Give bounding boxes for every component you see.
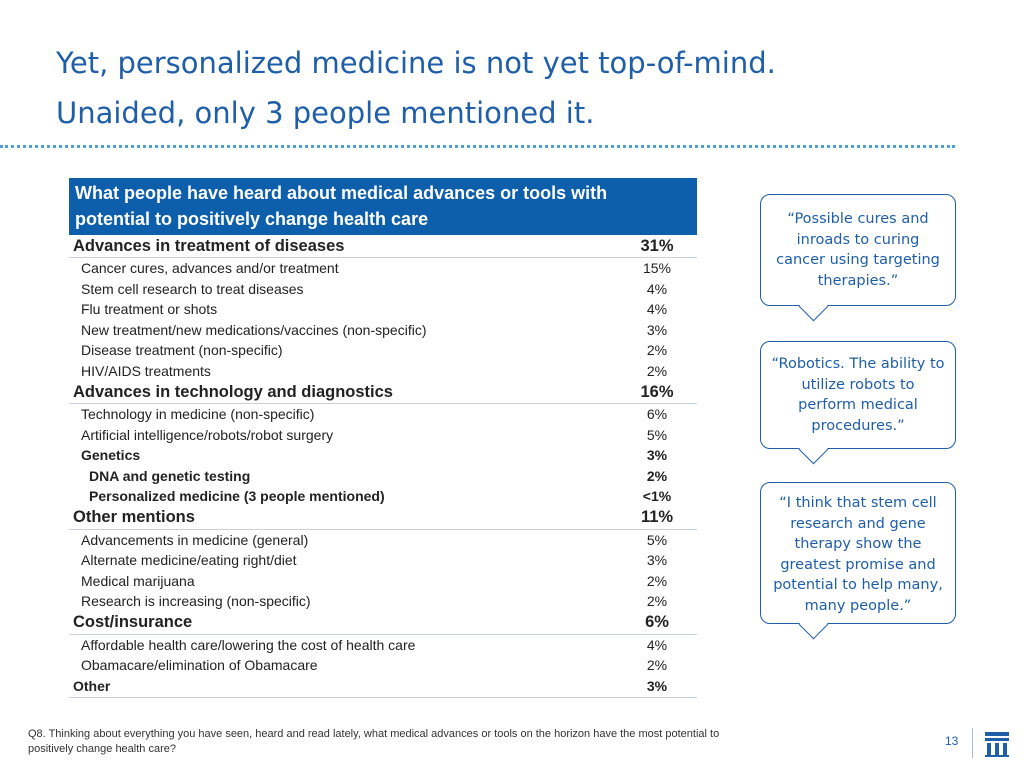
row-value: 3% (646, 321, 668, 338)
row-label: Genetics (81, 447, 141, 464)
row-value: 2% (646, 342, 668, 359)
row-value: 15% (642, 260, 672, 277)
dotted-divider (0, 145, 955, 148)
page-title-line-1: Yet, personalized medicine is not yet to… (56, 46, 776, 80)
advances-table: What people have heard about medical adv… (69, 178, 697, 698)
table-row: Advancements in medicine (general) 5% (69, 530, 697, 551)
row-value: 2% (646, 467, 668, 484)
table-row: Technology in medicine (non-specific) 6% (69, 404, 697, 425)
row-label: Advances in treatment of diseases (73, 236, 345, 255)
row-label: Disease treatment (non-specific) (81, 342, 283, 359)
row-label: Affordable health care/lowering the cost… (81, 636, 416, 653)
table-row: Obamacare/elimination of Obamacare 2% (69, 655, 697, 676)
table-row: Artificial intelligence/robots/robot sur… (69, 425, 697, 446)
row-label: Cancer cures, advances and/or treatment (81, 260, 339, 277)
table-header: What people have heard about medical adv… (69, 178, 697, 235)
row-value: 5% (646, 426, 668, 443)
row-value: 11% (640, 508, 674, 526)
row-value: 3% (646, 678, 668, 694)
table-row: Stem cell research to treat diseases 4% (69, 279, 697, 300)
row-label: New treatment/new medications/vaccines (… (81, 321, 427, 338)
row-label: Other mentions (73, 508, 195, 526)
quote-bubble-3: “I think that stem cell research and gen… (760, 482, 956, 624)
table-row: Research is increasing (non-specific) 2% (69, 591, 697, 612)
row-value: 3% (646, 552, 668, 569)
page-number: 13 (945, 734, 959, 748)
quote-bubble-2: “Robotics. The ability to utilize robots… (760, 341, 956, 449)
row-value: 16% (640, 382, 674, 401)
row-value: 2% (646, 572, 668, 589)
table-row: Alternate medicine/eating right/diet 3% (69, 550, 697, 571)
row-label: Personalized medicine (3 people mentione… (89, 488, 385, 505)
quote-bubble-1: “Possible cures and inroads to curing ca… (760, 194, 956, 306)
table-row: Disease treatment (non-specific) 2% (69, 340, 697, 361)
row-value: 2% (646, 593, 668, 610)
table-row: Affordable health care/lowering the cost… (69, 635, 697, 656)
logo-divider (972, 728, 973, 758)
bank-columns-logo-icon (985, 732, 1009, 757)
table-header-line-1: What people have heard about medical adv… (75, 183, 608, 203)
table-row: Flu treatment or shots 4% (69, 299, 697, 320)
table-row: Personalized medicine (3 people mentione… (69, 486, 697, 507)
row-label: HIV/AIDS treatments (81, 362, 211, 379)
table-bottom-rule (69, 696, 697, 698)
row-label: Other (73, 678, 111, 694)
row-label: Technology in medicine (non-specific) (81, 406, 315, 423)
row-value: 6% (645, 613, 669, 631)
table-row: DNA and genetic testing 2% (69, 466, 697, 487)
table-body: Advances in treatment of diseases 31% Canc… (69, 235, 697, 697)
row-label: Advancements in medicine (general) (81, 531, 309, 548)
table-row: Genetics 3% (69, 445, 697, 466)
row-value: <1% (642, 488, 672, 505)
table-header-line-2: potential to positively change health ca… (75, 209, 429, 229)
row-label: Flu treatment or shots (81, 301, 218, 318)
table-category-row: Other mentions 11% (69, 507, 697, 530)
row-value: 4% (646, 280, 668, 297)
table-row: HIV/AIDS treatments 2% (69, 361, 697, 382)
table-category-row: Advances in technology and diagnostics 16… (69, 381, 697, 404)
table-row: Other 3% (69, 676, 697, 697)
table-row: New treatment/new medications/vaccines (… (69, 320, 697, 341)
row-value: 4% (646, 636, 668, 653)
row-label: Artificial intelligence/robots/robot sur… (81, 426, 334, 443)
row-label: Stem cell research to treat diseases (81, 280, 304, 297)
question-footnote: Q8. Thinking about everything you have s… (28, 728, 720, 755)
row-value: 31% (640, 236, 674, 255)
row-label: Advances in technology and diagnostics (73, 382, 393, 401)
row-label: Cost/insurance (73, 613, 193, 631)
row-value: 4% (646, 301, 668, 318)
row-label: Obamacare/elimination of Obamacare (81, 657, 318, 674)
table-category-row: Advances in treatment of diseases 31% (69, 235, 697, 258)
row-label: Research is increasing (non-specific) (81, 593, 311, 610)
row-value: 2% (646, 657, 668, 674)
row-label: Alternate medicine/eating right/diet (81, 552, 297, 569)
table-row: Medical marijuana 2% (69, 571, 697, 592)
row-value: 3% (646, 447, 668, 464)
table-row: Cancer cures, advances and/or treatment 1… (69, 258, 697, 279)
row-value: 2% (646, 362, 668, 379)
row-label: Medical marijuana (81, 572, 195, 589)
table-category-row: Cost/insurance 6% (69, 612, 697, 635)
row-label: DNA and genetic testing (89, 467, 251, 484)
row-value: 5% (646, 531, 668, 548)
page-title-line-2: Unaided, only 3 people mentioned it. (56, 96, 595, 130)
row-value: 6% (646, 406, 668, 423)
